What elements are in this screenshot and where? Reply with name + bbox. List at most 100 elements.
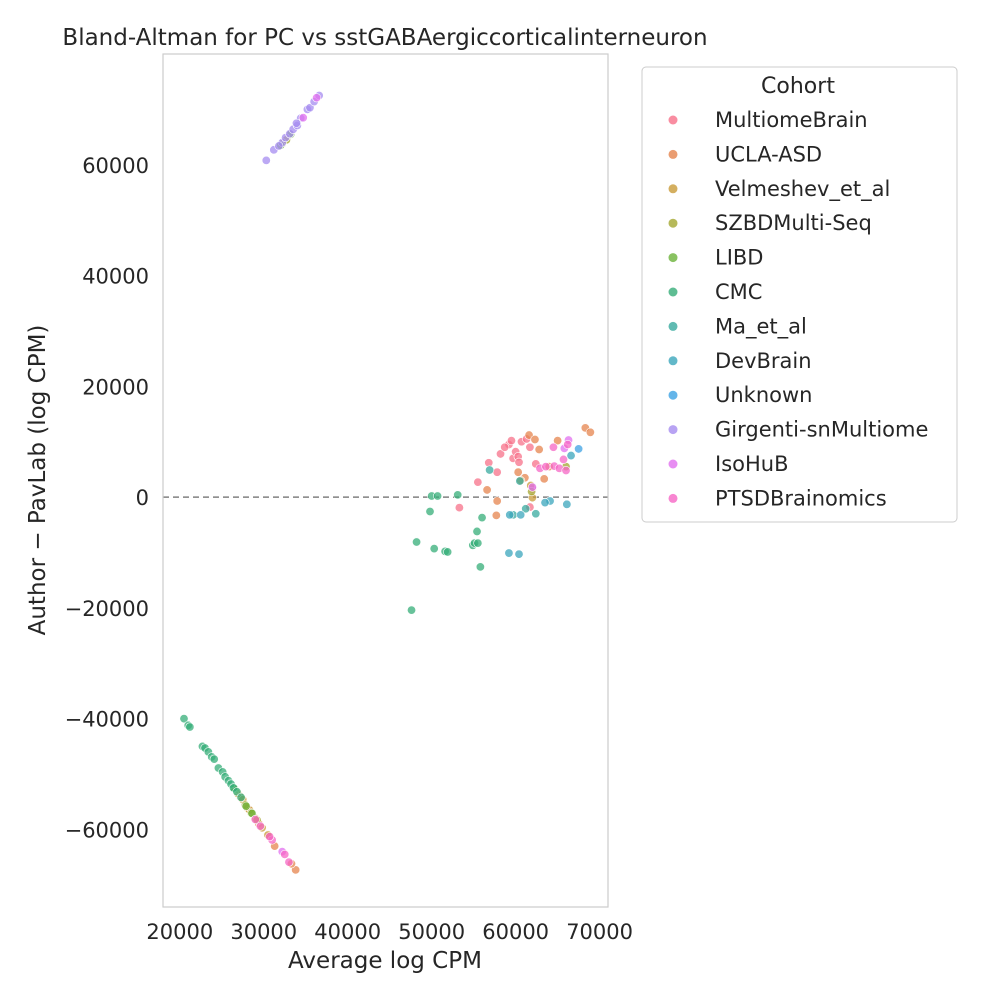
legend-label: IsoHuB: [715, 452, 789, 476]
x-tick-label: 20000: [146, 920, 213, 944]
data-point: [475, 562, 485, 572]
data-point: [298, 113, 308, 123]
legend-marker: [668, 356, 678, 366]
x-axis-label: Average log CPM: [288, 948, 482, 974]
data-point: [291, 118, 301, 128]
data-point: [472, 526, 482, 536]
legend-label: UCLA-ASD: [715, 142, 822, 166]
legend-label: MultiomeBrain: [715, 108, 868, 132]
legend-marker: [668, 149, 678, 159]
data-point: [443, 547, 453, 557]
data-point: [563, 439, 573, 449]
data-point: [496, 449, 506, 459]
legend: Cohort MultiomeBrain UCLA-ASD Velmeshev_et…: [641, 66, 958, 523]
y-axis-label: Author − PavLab (log CPM): [25, 325, 51, 636]
data-point: [454, 503, 464, 513]
data-point: [261, 155, 271, 165]
legend-marker: [668, 493, 678, 503]
data-point: [453, 490, 463, 500]
y-tick-label: −20000: [65, 597, 149, 621]
legend-marker: [668, 459, 678, 469]
legend-label: CMC: [715, 280, 762, 304]
data-point: [274, 141, 284, 151]
data-point: [412, 537, 422, 547]
y-tick-label: −40000: [65, 708, 149, 732]
legend-marker: [668, 218, 678, 228]
data-point: [291, 865, 301, 875]
legend-label: LIBD: [715, 246, 763, 270]
data-point: [492, 467, 502, 477]
data-point: [241, 801, 251, 811]
data-point: [491, 510, 501, 520]
data-point: [429, 544, 439, 554]
legend-label: DevBrain: [715, 349, 812, 373]
legend-marker: [668, 253, 678, 263]
y-tick-label: 20000: [82, 375, 149, 399]
data-point: [284, 857, 294, 867]
data-point: [280, 849, 290, 859]
y-tick-label: 60000: [82, 154, 149, 178]
legend-label: PTSDBrainomics: [715, 486, 887, 510]
legend-marker: [668, 425, 678, 435]
data-point: [506, 436, 516, 446]
data-point: [553, 436, 563, 446]
data-point: [473, 477, 483, 487]
data-point: [530, 435, 540, 445]
legend-label: Ma_et_al: [715, 314, 807, 339]
data-point: [574, 444, 584, 454]
data-point: [540, 498, 550, 508]
data-point: [485, 465, 495, 475]
data-point: [209, 754, 219, 764]
data-point: [513, 467, 523, 477]
y-axis-ticks: −60000 −40000 −20000 0 20000 40000 60000: [65, 154, 149, 843]
data-point: [525, 442, 535, 452]
data-point: [534, 444, 544, 454]
data-point: [539, 474, 549, 484]
data-point: [566, 451, 576, 461]
data-point: [531, 509, 541, 519]
x-tick-label: 50000: [398, 920, 465, 944]
data-point: [527, 482, 537, 492]
x-tick-label: 40000: [314, 920, 381, 944]
y-tick-label: 40000: [82, 265, 149, 289]
data-point: [514, 457, 524, 467]
legend-marker: [668, 115, 678, 125]
data-point: [236, 792, 246, 802]
data-point: [312, 93, 322, 103]
legend-marker: [668, 287, 678, 297]
chart-title: Bland-Altman for PC vs sstGABAergiccorti…: [62, 25, 707, 51]
data-point: [305, 103, 315, 113]
legend-marker: [668, 390, 678, 400]
data-point: [185, 722, 195, 732]
data-point: [407, 605, 417, 615]
legend-marker: [668, 184, 678, 194]
x-tick-label: 70000: [566, 920, 633, 944]
data-point: [541, 462, 551, 472]
x-tick-label: 30000: [230, 920, 297, 944]
legend-label: SZBDMulti-Seq: [715, 211, 872, 235]
x-axis-ticks: 20000 30000 40000 50000 60000 70000: [146, 920, 633, 944]
data-point: [492, 496, 502, 506]
data-point: [473, 538, 483, 548]
data-point: [500, 442, 510, 452]
data-point: [516, 510, 526, 520]
data-point: [504, 548, 514, 558]
data-point: [548, 442, 558, 452]
data-point: [179, 714, 189, 724]
data-point: [255, 821, 265, 831]
data-point: [585, 427, 595, 437]
data-point: [482, 485, 492, 495]
legend-frame: [641, 66, 958, 523]
data-point: [514, 549, 524, 559]
axes-frame: [162, 53, 609, 908]
data-point: [250, 814, 260, 824]
legend-label: Unknown: [715, 383, 812, 407]
legend-label: Girgenti-snMultiome: [715, 418, 928, 442]
data-point: [265, 832, 275, 842]
x-tick-label: 60000: [482, 920, 549, 944]
legend-marker: [668, 321, 678, 331]
data-point: [561, 466, 571, 476]
data-point: [477, 513, 487, 523]
